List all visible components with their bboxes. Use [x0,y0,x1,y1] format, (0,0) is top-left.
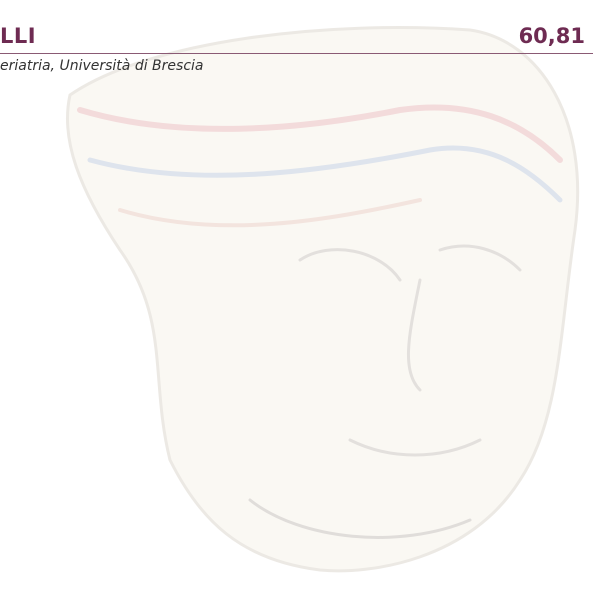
affiliation: eriatria, Università di Brescia [0,58,203,74]
background-illustration [0,0,593,598]
name: LLI [0,24,36,48]
page: LLI 60,81 eriatria, Università di Bresci… [0,0,593,598]
score: 60,81 [519,24,585,48]
divider [0,53,593,54]
